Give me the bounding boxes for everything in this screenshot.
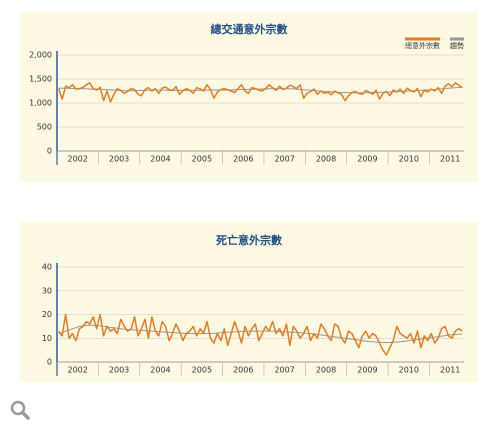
x-tick-label: 2006 bbox=[233, 366, 253, 375]
x-tick-label: 2005 bbox=[192, 366, 212, 375]
x-tick-label: 2002 bbox=[68, 366, 88, 375]
x-tick-label: 2003 bbox=[109, 155, 129, 164]
y-tick-label: 30 bbox=[42, 286, 52, 295]
x-tick-label: 2008 bbox=[316, 155, 336, 164]
y-tick-label: 40 bbox=[42, 263, 52, 272]
chart-title: 死亡意外宗數 bbox=[216, 233, 282, 247]
x-tick-label: 2011 bbox=[440, 155, 460, 164]
y-tick-label: 0 bbox=[47, 147, 52, 156]
data-line bbox=[58, 82, 463, 103]
x-tick-label: 2004 bbox=[150, 366, 170, 375]
y-tick-label: 1,000 bbox=[29, 99, 52, 108]
x-tick-label: 2004 bbox=[150, 155, 170, 164]
chart-title: 總交通意外宗數 bbox=[211, 22, 288, 36]
x-tick-label: 2007 bbox=[274, 366, 294, 375]
y-tick-label: 0 bbox=[47, 358, 52, 367]
zoom-icon[interactable] bbox=[10, 400, 30, 420]
x-tick-label: 2011 bbox=[440, 366, 460, 375]
x-tick-label: 2003 bbox=[109, 366, 129, 375]
x-tick-label: 2006 bbox=[233, 155, 253, 164]
x-tick-label: 2002 bbox=[68, 155, 88, 164]
x-tick-label: 2010 bbox=[399, 155, 419, 164]
x-tick-label: 2009 bbox=[357, 366, 377, 375]
y-tick-label: 2,000 bbox=[29, 51, 52, 60]
y-tick-label: 1,500 bbox=[29, 75, 52, 84]
x-tick-label: 2007 bbox=[274, 155, 294, 164]
y-tick-label: 10 bbox=[42, 334, 52, 343]
y-tick-label: 500 bbox=[37, 123, 52, 132]
legend-label: 總意外宗數 bbox=[405, 41, 440, 50]
data-line bbox=[58, 313, 463, 356]
x-tick-label: 2005 bbox=[192, 155, 212, 164]
panel bbox=[20, 12, 478, 182]
y-tick-label: 20 bbox=[42, 310, 52, 319]
x-tick-label: 2008 bbox=[316, 366, 336, 375]
x-tick-label: 2009 bbox=[357, 155, 377, 164]
panel bbox=[20, 222, 478, 382]
x-tick-label: 2010 bbox=[399, 366, 419, 375]
legend-label: 趨勢 bbox=[450, 41, 464, 50]
